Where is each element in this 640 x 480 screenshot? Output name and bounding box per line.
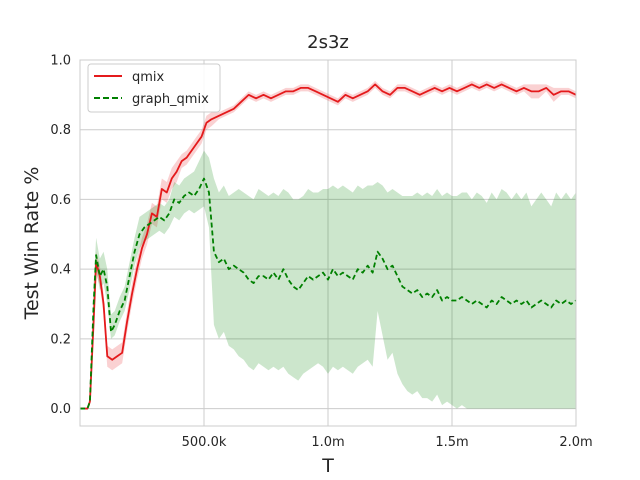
chart-title: 2s3z — [307, 32, 349, 53]
y-tick-label: 0.0 — [50, 402, 71, 417]
legend-label-qmix: qmix — [132, 70, 165, 85]
x-tick-label: 2.0m — [559, 435, 592, 450]
series-line-qmix — [80, 83, 577, 410]
legend: qmix graph_qmix — [87, 63, 221, 113]
y-tick-label: 0.8 — [50, 123, 71, 138]
plot-frame — [79, 59, 577, 427]
x-tick-label: 500.0k — [182, 435, 227, 450]
y-tick-label: 0.4 — [50, 263, 71, 278]
legend-label-graph-qmix: graph_qmix — [132, 92, 209, 107]
tick-labels: 500.0k 1.0m 1.5m 2.0m 0.0 0.2 0.4 0.6 0.8 1.0 — [50, 54, 592, 451]
y-tick-label: 1.0 — [50, 54, 71, 69]
series-lines — [80, 83, 577, 410]
x-tick-label: 1.0m — [311, 435, 344, 450]
y-axis-label: Test Win Rate % — [21, 167, 43, 321]
series-line-graph-qmix — [80, 177, 577, 410]
y-tick-label: 0.6 — [50, 193, 71, 208]
y-tick-label: 0.2 — [50, 332, 71, 347]
x-axis-label: T — [321, 455, 334, 477]
x-tick-label: 1.5m — [435, 435, 468, 450]
